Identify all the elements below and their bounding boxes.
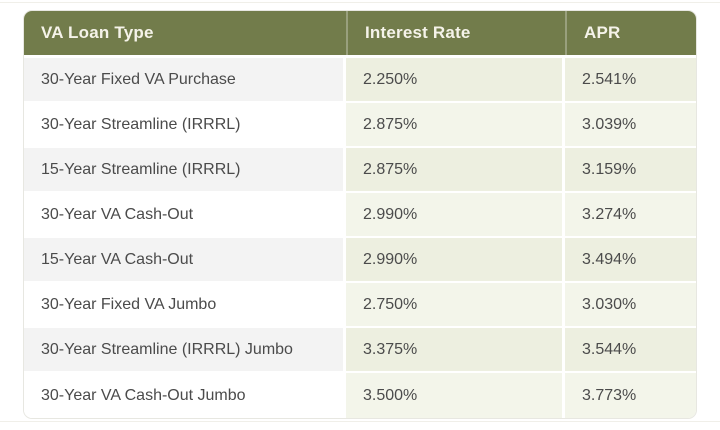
apr-cell: 3.494% xyxy=(565,238,696,283)
interest-rate-cell: 2.875% xyxy=(346,148,565,193)
interest-rate-cell: 3.500% xyxy=(346,373,565,418)
apr-cell: 2.541% xyxy=(565,58,696,103)
interest-rate-cell: 2.750% xyxy=(346,283,565,328)
table-body: 30-Year Fixed VA Purchase 2.250% 2.541% 30-… xyxy=(24,58,696,418)
loan-type-cell: 30-Year Fixed VA Jumbo xyxy=(24,283,346,328)
column-header-interest-rate: Interest Rate xyxy=(346,11,565,55)
loan-type-cell: 30-Year VA Cash-Out Jumbo xyxy=(24,373,346,418)
table-row: 30-Year VA Cash-Out 2.990% 3.274% xyxy=(24,193,696,238)
apr-cell: 3.773% xyxy=(565,373,696,418)
table-header-row: VA Loan Type Interest Rate APR xyxy=(24,11,696,58)
table-row: 15-Year VA Cash-Out 2.990% 3.494% xyxy=(24,238,696,283)
apr-cell: 3.030% xyxy=(565,283,696,328)
column-header-apr: APR xyxy=(565,11,696,55)
page-bottom-divider xyxy=(0,421,720,422)
table-row: 30-Year Streamline (IRRRL) 2.875% 3.039% xyxy=(24,103,696,148)
interest-rate-cell: 2.250% xyxy=(346,58,565,103)
loan-type-cell: 15-Year VA Cash-Out xyxy=(24,238,346,283)
table-row: 30-Year Fixed VA Jumbo 2.750% 3.030% xyxy=(24,283,696,328)
loan-type-cell: 30-Year Streamline (IRRRL) xyxy=(24,103,346,148)
table-row: 30-Year VA Cash-Out Jumbo 3.500% 3.773% xyxy=(24,373,696,418)
interest-rate-cell: 3.375% xyxy=(346,328,565,373)
interest-rate-cell: 2.990% xyxy=(346,193,565,238)
loan-type-cell: 30-Year VA Cash-Out xyxy=(24,193,346,238)
apr-cell: 3.159% xyxy=(565,148,696,193)
table-row: 30-Year Fixed VA Purchase 2.250% 2.541% xyxy=(24,58,696,103)
table-row: 15-Year Streamline (IRRRL) 2.875% 3.159% xyxy=(24,148,696,193)
loan-type-cell: 30-Year Fixed VA Purchase xyxy=(24,58,346,103)
va-loan-rates-table: VA Loan Type Interest Rate APR 30-Year Fix… xyxy=(23,10,697,419)
interest-rate-cell: 2.990% xyxy=(346,238,565,283)
apr-cell: 3.544% xyxy=(565,328,696,373)
table-row: 30-Year Streamline (IRRRL) Jumbo 3.375% 3.… xyxy=(24,328,696,373)
loan-type-cell: 15-Year Streamline (IRRRL) xyxy=(24,148,346,193)
loan-type-cell: 30-Year Streamline (IRRRL) Jumbo xyxy=(24,328,346,373)
column-header-loan-type: VA Loan Type xyxy=(41,23,154,42)
page-top-divider xyxy=(0,2,720,3)
interest-rate-cell: 2.875% xyxy=(346,103,565,148)
apr-cell: 3.274% xyxy=(565,193,696,238)
apr-cell: 3.039% xyxy=(565,103,696,148)
